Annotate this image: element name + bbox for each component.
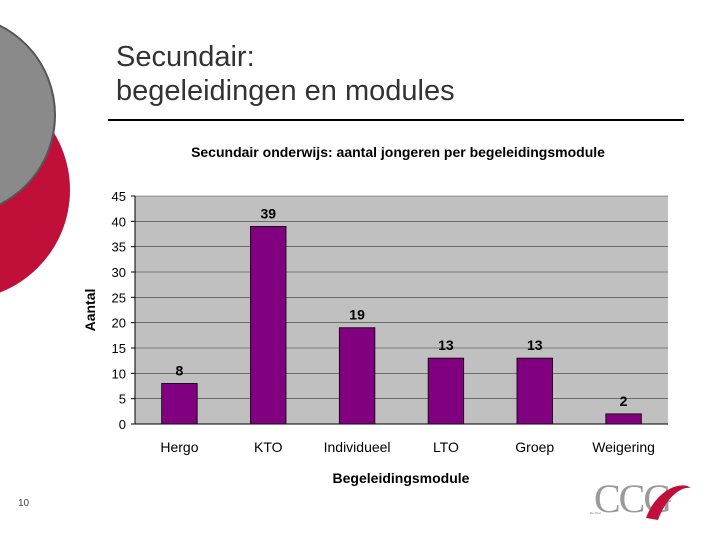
- slide-number: 10: [18, 498, 30, 509]
- slide-title-line-1: Secundair:: [116, 41, 255, 73]
- gray-circle-shape: [0, 24, 56, 206]
- data-label: 13: [527, 337, 543, 353]
- bar-weigering: [605, 413, 642, 425]
- slide-title-line-2: begeleidingen en modules: [116, 75, 455, 107]
- bar-groep: [516, 357, 553, 425]
- x-tick-label: Groep: [515, 439, 554, 455]
- y-tick-label: 30: [112, 265, 126, 280]
- decorative-circles: [0, 24, 70, 293]
- y-tick-label: 15: [112, 341, 126, 356]
- data-label: 8: [176, 362, 184, 378]
- bar-kto: [250, 225, 287, 425]
- data-label: 13: [438, 337, 454, 353]
- y-tick-label: 35: [112, 240, 126, 255]
- chart-y-axis-label: Aantal: [82, 289, 98, 332]
- logo-subtitle: De Poel: [590, 511, 601, 515]
- slide-title: Secundair: begeleidingen en modules: [116, 40, 696, 108]
- y-tick-label: 25: [112, 290, 126, 305]
- y-tick-label: 40: [112, 214, 126, 229]
- y-tick-label: 5: [119, 392, 126, 407]
- x-tick-label: KTO: [254, 439, 283, 455]
- title-divider: [108, 119, 684, 121]
- data-label: 2: [620, 393, 628, 409]
- x-tick-label: LTO: [433, 439, 459, 455]
- y-tick-label: 20: [112, 316, 126, 331]
- bar-hergo: [161, 383, 198, 425]
- bar-lto: [427, 357, 465, 425]
- logo-swoosh-icon: [646, 485, 691, 520]
- x-tick-label: Weigering: [592, 439, 655, 455]
- y-tick-label: 10: [112, 366, 126, 381]
- data-label: 19: [349, 307, 365, 323]
- y-tick-label: 0: [119, 417, 126, 432]
- x-tick-label: Hergo: [160, 439, 198, 455]
- bar-individueel: [338, 327, 376, 425]
- x-tick-label: Individueel: [324, 439, 391, 455]
- plot-background: [135, 196, 668, 424]
- y-tick-label: 45: [112, 189, 126, 204]
- plot-area: 0 5 10 15 20 25 30 35 40 45 8 Hergo 39 KTO 19 Individue…: [112, 189, 668, 455]
- chart-title: Secundair onderwijs: aantal jongeren per…: [191, 144, 605, 160]
- ccg-logo: CCG: [594, 476, 691, 521]
- data-label: 39: [260, 205, 276, 221]
- chart-x-axis-label: Begeleidingsmodule: [333, 470, 470, 486]
